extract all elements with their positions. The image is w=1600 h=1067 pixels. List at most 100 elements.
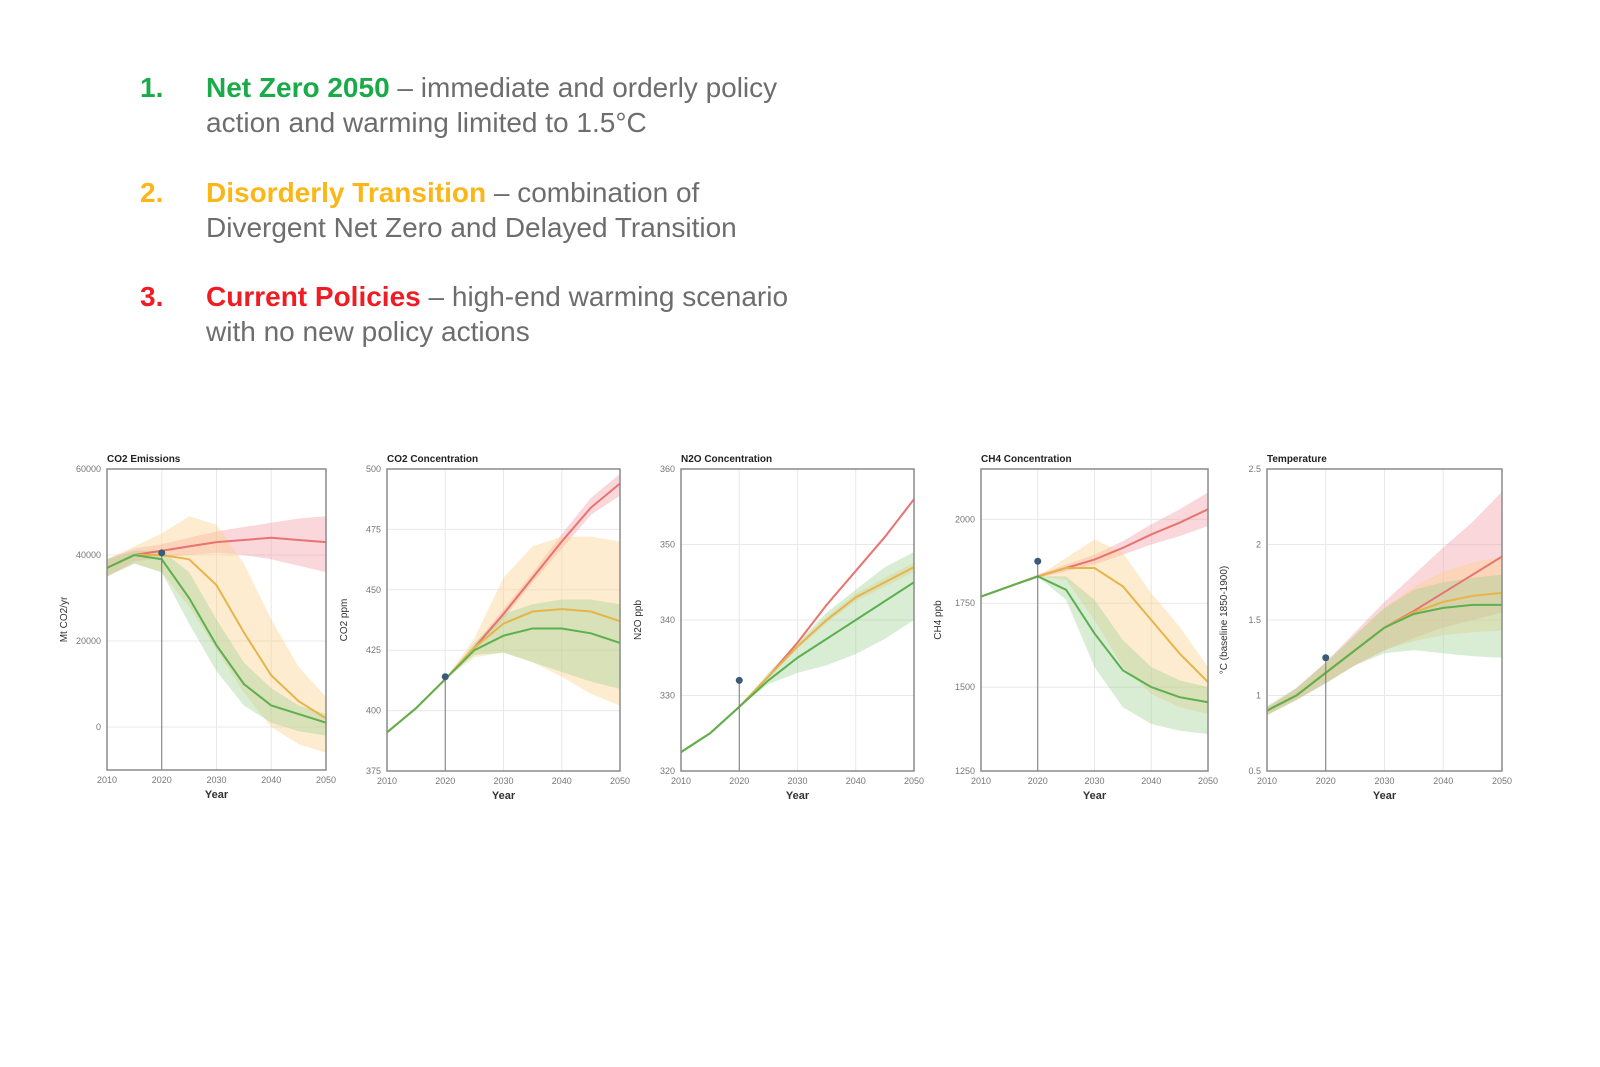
scenario-name: Disorderly Transition bbox=[206, 177, 487, 208]
y-tick-label: 20000 bbox=[76, 636, 101, 646]
y-tick-label: 475 bbox=[366, 524, 381, 534]
line-netzero bbox=[386, 627, 621, 734]
scenario-desc-2: with no new policy actions bbox=[206, 316, 530, 347]
band-netzero bbox=[387, 599, 620, 733]
y-tick-label: 1 bbox=[1256, 691, 1261, 701]
y-tick-label: 0 bbox=[96, 722, 101, 732]
y-tick-label: 375 bbox=[366, 766, 381, 776]
chart-2: CO2 Concentration 2010 2020 2030 2040 2050 375… bbox=[339, 454, 630, 802]
band-disorderly bbox=[107, 516, 326, 753]
y-tick-label: 1.5 bbox=[1248, 615, 1261, 625]
scenario-name: Current Policies bbox=[206, 281, 421, 312]
y-tick-label: 360 bbox=[660, 464, 675, 474]
x-tick-label: 2010 bbox=[97, 775, 117, 785]
scenario-desc-2: action and warming limited to 1.5°C bbox=[206, 107, 647, 138]
y-tick-label: 500 bbox=[366, 464, 381, 474]
band-current bbox=[387, 473, 620, 733]
y-tick-label: 350 bbox=[660, 540, 675, 550]
x-tick-label: 2030 bbox=[1084, 776, 1104, 786]
observed-point bbox=[158, 549, 166, 557]
x-axis-label: Year bbox=[205, 789, 229, 801]
y-tick-label: 400 bbox=[366, 706, 381, 716]
plot-frame bbox=[386, 468, 621, 772]
x-tick-label: 2050 bbox=[904, 776, 924, 786]
x-tick-label: 2030 bbox=[1374, 776, 1394, 786]
band-netzero bbox=[681, 552, 914, 753]
line-netzero bbox=[980, 575, 1209, 704]
y-tick-label: 450 bbox=[366, 585, 381, 595]
y-tick-label: 1750 bbox=[955, 598, 975, 608]
x-tick-label: 2040 bbox=[261, 775, 281, 785]
x-tick-label: 2010 bbox=[1257, 776, 1277, 786]
x-tick-label: 2040 bbox=[552, 776, 572, 786]
plot-frame bbox=[980, 468, 1209, 772]
y-tick-label: 1250 bbox=[955, 766, 975, 776]
chart-title: Temperature bbox=[1267, 454, 1327, 465]
observed-point bbox=[441, 673, 449, 681]
y-axis-label: CH4 ppb bbox=[933, 600, 944, 640]
y-axis-label: °C (baseline 1850-1900) bbox=[1219, 566, 1230, 675]
chart-5: Temperature 2010 2020 2030 2040 2050 0.5 1 1.5 2 2… bbox=[1219, 454, 1512, 802]
x-tick-label: 2010 bbox=[377, 776, 397, 786]
y-tick-label: 40000 bbox=[76, 550, 101, 560]
line-netzero bbox=[1266, 603, 1502, 712]
plot-frame bbox=[106, 468, 327, 771]
y-tick-label: 2 bbox=[1256, 540, 1261, 550]
scenario-name: Net Zero 2050 bbox=[206, 72, 390, 103]
line-netzero bbox=[680, 581, 915, 753]
x-axis-label: Year bbox=[1373, 790, 1397, 802]
observed-point bbox=[735, 676, 743, 684]
scenario-number: 3. bbox=[140, 281, 164, 312]
observed-point bbox=[1322, 654, 1330, 662]
scenario-desc: – high-end warming scenario bbox=[420, 281, 789, 312]
x-axis-label: Year bbox=[1083, 790, 1107, 802]
x-tick-label: 2030 bbox=[206, 775, 226, 785]
y-tick-label: 330 bbox=[660, 691, 675, 701]
band-current bbox=[107, 516, 326, 577]
observed-point bbox=[1034, 557, 1042, 565]
band-disorderly bbox=[681, 562, 914, 753]
x-tick-label: 2050 bbox=[610, 776, 630, 786]
x-tick-label: 2040 bbox=[1433, 776, 1453, 786]
line-netzero bbox=[106, 553, 327, 724]
x-tick-label: 2050 bbox=[1492, 776, 1512, 786]
scenario-desc-2: Divergent Net Zero and Delayed Transitio… bbox=[206, 212, 737, 243]
plot-frame bbox=[1266, 468, 1503, 772]
y-tick-label: 2000 bbox=[955, 514, 975, 524]
y-tick-label: 0.5 bbox=[1248, 766, 1261, 776]
plot-frame bbox=[680, 468, 915, 772]
band-netzero bbox=[107, 550, 326, 736]
band-netzero bbox=[981, 576, 1208, 735]
x-tick-label: 2020 bbox=[435, 776, 455, 786]
chart-1: CO2 Emissions 2010 2020 2030 2040 2050 0 20000 4… bbox=[59, 454, 336, 801]
line-current bbox=[106, 536, 327, 569]
line-disorderly bbox=[106, 554, 327, 720]
x-tick-label: 2020 bbox=[152, 775, 172, 785]
y-tick-label: 1500 bbox=[955, 682, 975, 692]
y-tick-label: 2.5 bbox=[1248, 464, 1261, 474]
x-tick-label: 2020 bbox=[729, 776, 749, 786]
x-tick-label: 2040 bbox=[846, 776, 866, 786]
x-tick-label: 2040 bbox=[1141, 776, 1161, 786]
x-tick-label: 2050 bbox=[1198, 776, 1218, 786]
x-tick-label: 2050 bbox=[316, 775, 336, 785]
y-tick-label: 425 bbox=[366, 645, 381, 655]
scenario-number: 1. bbox=[140, 72, 164, 103]
x-tick-label: 2030 bbox=[787, 776, 807, 786]
chart-4: CH4 Concentration 2010 2020 2030 2040 2050 125… bbox=[933, 454, 1218, 802]
x-tick-label: 2030 bbox=[493, 776, 513, 786]
band-current bbox=[1267, 491, 1502, 716]
y-tick-label: 320 bbox=[660, 766, 675, 776]
scenario-desc: – immediate and orderly policy bbox=[389, 72, 778, 103]
x-tick-label: 2020 bbox=[1316, 776, 1336, 786]
x-tick-label: 2010 bbox=[971, 776, 991, 786]
chart-title: CO2 Emissions bbox=[107, 454, 181, 465]
y-tick-label: 60000 bbox=[76, 464, 101, 474]
x-axis-label: Year bbox=[492, 790, 516, 802]
x-tick-label: 2010 bbox=[671, 776, 691, 786]
band-disorderly bbox=[387, 536, 620, 733]
scenario-number: 2. bbox=[140, 177, 164, 208]
chart-3: N2O Concentration 2010 2020 2030 2040 2050 320… bbox=[633, 454, 924, 802]
chart-title: CH4 Concentration bbox=[981, 454, 1072, 465]
